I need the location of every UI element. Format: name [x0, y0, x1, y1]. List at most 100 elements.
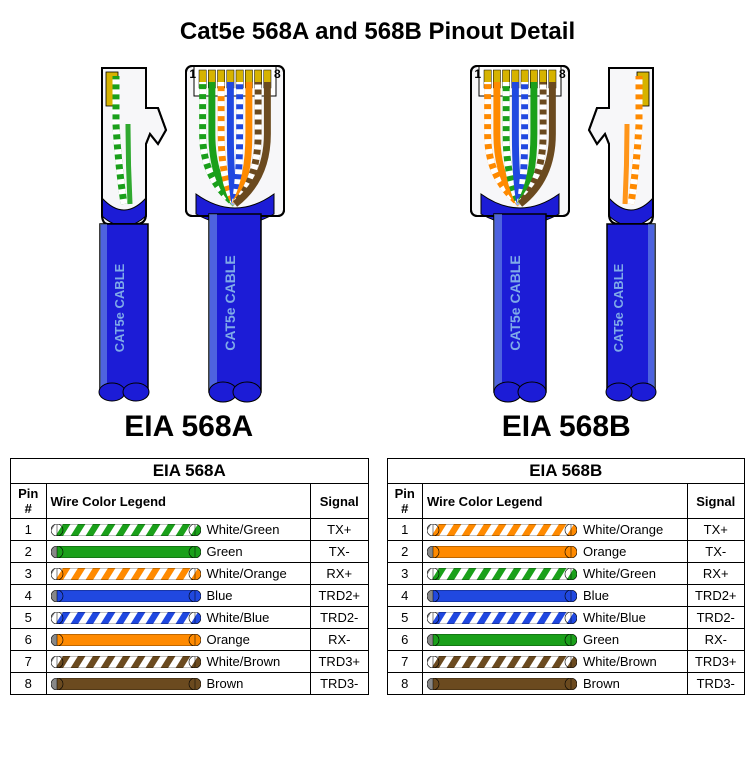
- pin-number: 1: [11, 519, 47, 541]
- signal-cell: TX-: [687, 541, 744, 563]
- wire-color-cell: White/Orange: [423, 519, 688, 541]
- table-title: EIA 568B: [387, 459, 745, 484]
- pin-number: 4: [387, 585, 423, 607]
- connector-568a-front: 1 8 CAT5e CABLE: [180, 64, 290, 404]
- table-row: 6 Green RX-: [387, 629, 745, 651]
- col-header-pin: Pin #: [11, 484, 47, 519]
- table-row: 8 Brown TRD3-: [387, 673, 745, 695]
- connector-group-568a: CAT5e CABLE 1 8 CAT5e CABLE EIA 568A: [88, 64, 290, 444]
- table-row: 2 Orange TX-: [387, 541, 745, 563]
- signal-cell: TRD3+: [311, 651, 368, 673]
- table-row: 4 Blue TRD2+: [387, 585, 745, 607]
- wire-color-cell: Green: [423, 629, 688, 651]
- signal-cell: TRD2-: [687, 607, 744, 629]
- pin-number: 3: [387, 563, 423, 585]
- col-header-signal: Signal: [311, 484, 368, 519]
- table-row: 1 White/Green TX+: [11, 519, 369, 541]
- table-row: 3 White/Green RX+: [387, 563, 745, 585]
- col-header-legend: Wire Color Legend: [423, 484, 688, 519]
- wire-name: White/Brown: [207, 654, 281, 669]
- signal-cell: RX+: [311, 563, 368, 585]
- table-row: 7 White/Brown TRD3+: [387, 651, 745, 673]
- signal-cell: TRD2+: [311, 585, 368, 607]
- wire-name: White/Green: [583, 566, 656, 581]
- signal-cell: RX-: [311, 629, 368, 651]
- col-header-signal: Signal: [687, 484, 744, 519]
- signal-cell: TRD3-: [311, 673, 368, 695]
- table-row: 8 Brown TRD3-: [11, 673, 369, 695]
- svg-text:8: 8: [274, 67, 281, 81]
- pin-number: 8: [11, 673, 47, 695]
- svg-text:CAT5e CABLE: CAT5e CABLE: [112, 263, 127, 352]
- wire-name: White/Blue: [583, 610, 646, 625]
- svg-text:1: 1: [475, 67, 482, 81]
- signal-cell: TRD3+: [687, 651, 744, 673]
- label-568a: EIA 568A: [124, 410, 253, 444]
- wire-name: Blue: [583, 588, 609, 603]
- pin-number: 6: [387, 629, 423, 651]
- signal-cell: RX+: [687, 563, 744, 585]
- signal-cell: TRD2+: [687, 585, 744, 607]
- pin-number: 7: [387, 651, 423, 673]
- signal-cell: TRD3-: [687, 673, 744, 695]
- label-568b: EIA 568B: [502, 410, 631, 444]
- pin-number: 2: [11, 541, 47, 563]
- pin-number: 5: [11, 607, 47, 629]
- connector-pair-568a: CAT5e CABLE 1 8 CAT5e CABLE: [88, 64, 290, 404]
- svg-text:CAT5e CABLE: CAT5e CABLE: [507, 255, 523, 350]
- connector-568b-side: CAT5e CABLE: [587, 64, 667, 404]
- page-title: Cat5e 568A and 568B Pinout Detail: [10, 18, 745, 46]
- wire-color-cell: Brown: [46, 673, 311, 695]
- wire-name: Brown: [583, 676, 620, 691]
- wire-color-cell: White/Blue: [423, 607, 688, 629]
- wire-color-cell: Orange: [46, 629, 311, 651]
- pin-number: 8: [387, 673, 423, 695]
- table-row: 3 White/Orange RX+: [11, 563, 369, 585]
- wire-name: Brown: [207, 676, 244, 691]
- wire-name: White/Blue: [207, 610, 270, 625]
- wire-color-cell: Brown: [423, 673, 688, 695]
- table-row: 1 White/Orange TX+: [387, 519, 745, 541]
- wire-name: Orange: [583, 544, 626, 559]
- wire-color-cell: White/Green: [423, 563, 688, 585]
- wire-color-cell: Green: [46, 541, 311, 563]
- pin-number: 3: [11, 563, 47, 585]
- wire-name: Green: [583, 632, 619, 647]
- wire-color-cell: White/Brown: [423, 651, 688, 673]
- pinout-table-568A: EIA 568A Pin # Wire Color Legend Signal …: [10, 458, 369, 695]
- wire-color-cell: Orange: [423, 541, 688, 563]
- connector-568b-front: 1 8 CAT5e CABLE: [465, 64, 575, 404]
- signal-cell: TX+: [311, 519, 368, 541]
- wire-name: White/Orange: [207, 566, 287, 581]
- wire-name: White/Green: [207, 522, 280, 537]
- tables-row: EIA 568A Pin # Wire Color Legend Signal …: [10, 458, 745, 695]
- pin-number: 4: [11, 585, 47, 607]
- wire-color-cell: Blue: [423, 585, 688, 607]
- pin-number: 7: [11, 651, 47, 673]
- svg-text:1: 1: [189, 67, 196, 81]
- table-row: 4 Blue TRD2+: [11, 585, 369, 607]
- signal-cell: TX-: [311, 541, 368, 563]
- col-header-legend: Wire Color Legend: [46, 484, 311, 519]
- connector-pair-568b: 1 8 CAT5e CABLE CAT5e CABL: [465, 64, 667, 404]
- svg-text:8: 8: [559, 67, 566, 81]
- connector-group-568b: 1 8 CAT5e CABLE CAT5e CABL: [465, 64, 667, 444]
- pin-number: 1: [387, 519, 423, 541]
- pin-number: 5: [387, 607, 423, 629]
- table-row: 6 Orange RX-: [11, 629, 369, 651]
- table-row: 7 White/Brown TRD3+: [11, 651, 369, 673]
- signal-cell: TX+: [687, 519, 744, 541]
- connectors-row: CAT5e CABLE 1 8 CAT5e CABLE EIA 568A: [10, 64, 745, 444]
- wire-name: Blue: [207, 588, 233, 603]
- wire-color-cell: White/Green: [46, 519, 311, 541]
- table-row: 5 White/Blue TRD2-: [11, 607, 369, 629]
- pin-number: 6: [11, 629, 47, 651]
- wire-color-cell: White/Orange: [46, 563, 311, 585]
- wire-name: Orange: [207, 632, 250, 647]
- wire-color-cell: White/Blue: [46, 607, 311, 629]
- pinout-table-568B: EIA 568B Pin # Wire Color Legend Signal …: [387, 458, 746, 695]
- table-row: 2 Green TX-: [11, 541, 369, 563]
- connector-568a-side: CAT5e CABLE: [88, 64, 168, 404]
- svg-text:CAT5e CABLE: CAT5e CABLE: [611, 263, 626, 352]
- wire-color-cell: White/Brown: [46, 651, 311, 673]
